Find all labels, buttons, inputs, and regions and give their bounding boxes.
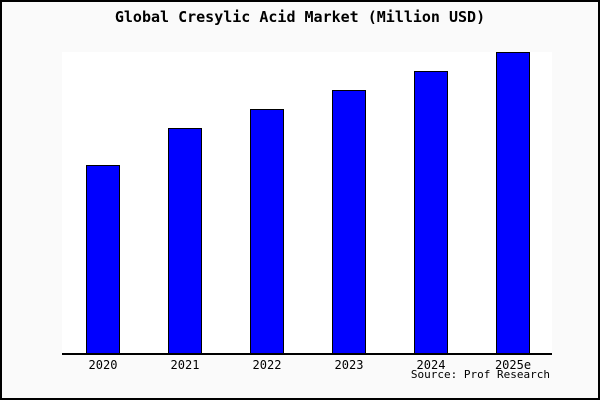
bar-2022	[250, 109, 284, 353]
x-tick-2022: 2022	[252, 358, 282, 372]
x-tick-2023: 2023	[334, 358, 364, 372]
x-tick-2024: 2024	[416, 358, 446, 372]
source-attribution: Source: Prof Research	[410, 368, 550, 381]
x-tick-2020: 2020	[88, 358, 118, 372]
bar-2025e	[496, 52, 530, 353]
bar-2023	[332, 90, 366, 353]
x-tick-2021: 2021	[170, 358, 200, 372]
bar-2020	[86, 165, 120, 353]
bar-2021	[168, 128, 202, 353]
chart-title: Global Cresylic Acid Market (Million USD…	[114, 8, 486, 26]
bar-2024	[414, 71, 448, 353]
x-tick-2025e: 2025e	[494, 358, 532, 372]
plot-area	[62, 52, 552, 355]
